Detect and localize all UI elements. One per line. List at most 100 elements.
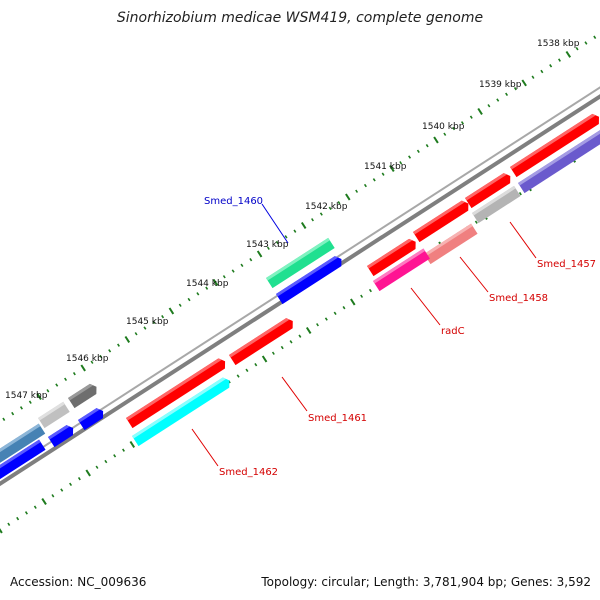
scale-tick-minor <box>328 206 332 211</box>
scale-tick-minor <box>60 488 64 492</box>
scale-tick-minor <box>122 448 125 452</box>
scale-tick-major <box>300 221 307 229</box>
scale-tick-minor <box>108 349 112 353</box>
feature-grey[interactable] <box>472 185 521 224</box>
scale-label-1540: 1540 kbp <box>422 122 465 132</box>
feature-pink[interactable] <box>373 248 430 292</box>
scale-tick-minor <box>46 389 50 393</box>
scale-tick-minor <box>143 326 147 330</box>
scale-tick-minor <box>474 220 478 224</box>
feature-red-forward[interactable] <box>413 198 472 243</box>
scale-tick-minor <box>16 516 20 521</box>
feature-blue[interactable] <box>48 423 76 448</box>
scale-tick-major <box>36 393 42 400</box>
feature-blue[interactable] <box>78 406 106 431</box>
feature-red-forward[interactable] <box>126 356 228 429</box>
feature-dark-grey[interactable] <box>68 382 100 409</box>
scale-tick-minor <box>266 246 270 250</box>
scale-label-1544: 1544 kbp <box>186 279 229 289</box>
scale-tick-minor <box>231 269 235 273</box>
gene-label-smed-1460[interactable]: Smed_1460 <box>204 196 263 207</box>
scale-tick-minor <box>452 126 456 131</box>
scale-tick-minor <box>134 332 138 336</box>
scale-tick-minor <box>77 476 81 481</box>
feature-red-forward[interactable] <box>367 237 419 277</box>
gene-label-smed-1462[interactable]: Smed_1462 <box>219 467 278 478</box>
scale-tick-minor <box>487 104 491 108</box>
gene-label-smed-1461[interactable]: Smed_1461 <box>308 413 367 424</box>
scale-tick-minor <box>117 343 120 347</box>
scale-tick-minor <box>531 75 535 79</box>
feature-purple[interactable] <box>518 123 600 194</box>
scale-tick-minor <box>187 297 191 302</box>
feature-green[interactable] <box>266 237 335 289</box>
scale-tick-minor <box>416 149 420 154</box>
scale-tick-minor <box>368 288 372 293</box>
scale-tick-minor <box>399 161 403 165</box>
scale-tick-minor <box>152 320 156 325</box>
scale-tick-minor <box>64 377 68 382</box>
feature-cyan[interactable] <box>132 375 233 447</box>
scale-tick-minor <box>245 368 249 373</box>
scale-tick-minor <box>254 362 258 367</box>
scale-tick-major <box>261 355 268 363</box>
scale-label-1547: 1547 kbp <box>5 391 48 401</box>
genome-summary: Topology: circular; Length: 3,781,904 bp… <box>261 575 591 589</box>
scale-tick-major <box>565 50 572 58</box>
scale-tick-major <box>256 250 263 258</box>
scale-tick-minor <box>518 191 522 196</box>
scale-tick-minor <box>196 292 200 296</box>
gene-label-smed-1458[interactable]: Smed_1458 <box>489 293 548 304</box>
scale-tick-minor <box>90 360 94 364</box>
scale-tick-minor <box>178 303 182 307</box>
scale-label-1542: 1542 kbp <box>305 202 348 212</box>
scale-tick-minor <box>408 155 412 159</box>
scale-label-1545: 1545 kbp <box>126 317 169 327</box>
scale-tick-minor <box>460 121 464 125</box>
gene-label-smed-1457[interactable]: Smed_1457 <box>537 259 596 270</box>
accession-label: Accession: NC_009636 <box>10 575 147 589</box>
scale-tick-major <box>521 79 527 87</box>
feature-red-forward[interactable] <box>510 112 600 178</box>
scale-tick-minor <box>549 64 553 68</box>
feature-salmon[interactable] <box>424 223 478 265</box>
scale-tick-minor <box>113 454 117 458</box>
scale-label-1546: 1546 kbp <box>66 354 109 364</box>
leader-line-smed-1457 <box>509 221 537 259</box>
scale-tick-major <box>80 364 86 372</box>
feature-steel-blue[interactable] <box>0 423 46 466</box>
scale-tick-minor <box>324 317 328 321</box>
scale-tick-major <box>124 335 131 343</box>
scale-tick-minor <box>540 69 544 74</box>
scale-tick-minor <box>443 132 447 136</box>
leader-line-smed-1458 <box>459 256 489 293</box>
scale-tick-minor <box>99 354 103 359</box>
leader-line-smed-1461 <box>281 376 308 412</box>
scale-tick-minor <box>2 417 6 422</box>
scale-tick-minor <box>584 41 588 45</box>
scale-tick-minor <box>558 58 561 62</box>
scale-tick-major <box>85 469 91 477</box>
scale-tick-major <box>212 278 219 286</box>
scale-tick-minor <box>271 351 275 355</box>
feature-blue[interactable] <box>0 439 46 481</box>
scale-tick-minor <box>104 459 108 464</box>
scale-tick-minor <box>205 286 209 290</box>
scale-tick-minor <box>95 465 99 469</box>
scale-tick-major <box>305 326 312 334</box>
feature-red-forward[interactable] <box>229 316 296 366</box>
scale-tick-major <box>477 107 483 115</box>
scale-label-1538: 1538 kbp <box>537 39 580 49</box>
scale-tick-minor <box>11 411 15 416</box>
scale-tick-minor <box>69 482 73 487</box>
feature-grey[interactable] <box>38 401 70 429</box>
scale-tick-minor <box>240 263 244 268</box>
feature-blue[interactable] <box>276 254 345 305</box>
leader-line-radc <box>410 287 441 326</box>
scale-tick-minor <box>24 511 28 515</box>
feature-red-forward[interactable] <box>465 171 514 209</box>
gene-label-radc[interactable]: radC <box>441 326 465 337</box>
scale-tick-minor <box>311 218 314 222</box>
